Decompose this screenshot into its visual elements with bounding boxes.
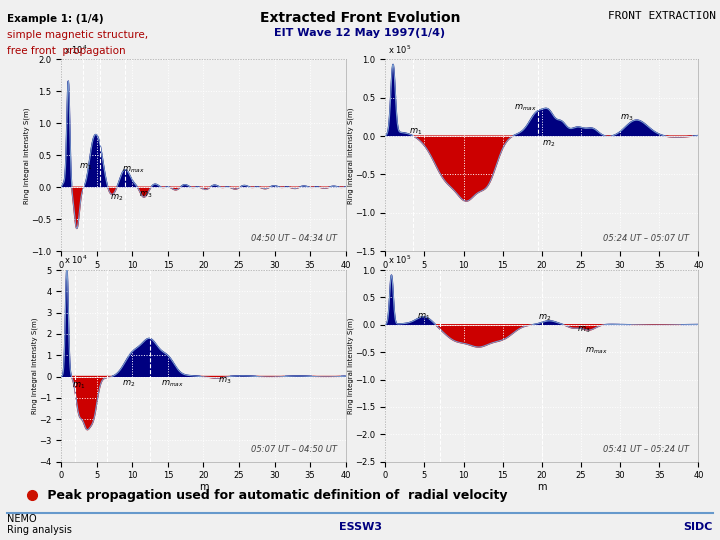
Text: $m_1$: $m_1$ [79,161,92,172]
Text: 05:07 UT – 04:50 UT: 05:07 UT – 04:50 UT [251,445,337,454]
Text: $m_1$: $m_1$ [72,380,85,390]
Y-axis label: Ring Integral Intensity S(m): Ring Integral Intensity S(m) [348,107,354,204]
Text: $m_1$: $m_1$ [409,127,422,137]
X-axis label: m: m [199,482,208,492]
Text: $m_2$: $m_2$ [122,378,135,388]
Text: $m_3$: $m_3$ [620,112,634,123]
Text: Example 1: (1/4): Example 1: (1/4) [7,14,104,24]
Text: x 10$^{4}$: x 10$^{4}$ [64,43,88,56]
Text: 05:24 UT – 05:07 UT: 05:24 UT – 05:07 UT [603,234,689,244]
Text: EIT Wave 12 May 1997(1/4): EIT Wave 12 May 1997(1/4) [274,28,446,38]
Text: Ring analysis: Ring analysis [7,525,72,535]
Text: $m_1$: $m_1$ [417,311,430,322]
Text: 04:50 UT – 04:34 UT: 04:50 UT – 04:34 UT [251,234,337,244]
Text: 05:41 UT – 05:24 UT: 05:41 UT – 05:24 UT [603,445,689,454]
Text: FRONT EXTRACTION: FRONT EXTRACTION [608,11,716,21]
Text: Peak propagation used for automatic definition of  radial velocity: Peak propagation used for automatic defi… [43,489,508,502]
Y-axis label: Ring Integral Intensity S(m): Ring Integral Intensity S(m) [31,318,37,414]
X-axis label: m: m [537,271,546,281]
Text: $m_{max}$: $m_{max}$ [161,378,184,388]
Text: $m_{max}$: $m_{max}$ [122,164,145,175]
Text: ESSW3: ESSW3 [338,522,382,531]
Text: Extracted Front Evolution: Extracted Front Evolution [260,11,460,25]
Y-axis label: Ring Integral Intensity S(m): Ring Integral Intensity S(m) [348,318,354,414]
X-axis label: m: m [199,271,208,281]
X-axis label: m: m [537,482,546,492]
Text: free front  propagation: free front propagation [7,46,126,56]
Text: x 10$^{5}$: x 10$^{5}$ [388,254,412,266]
Text: $m_3$: $m_3$ [577,325,590,335]
Text: $m_{max}$: $m_{max}$ [585,345,608,356]
Text: $m_{max}$: $m_{max}$ [514,102,537,113]
Text: x 10$^{5}$: x 10$^{5}$ [388,43,412,56]
Y-axis label: Ring Integral Intensity S(m): Ring Integral Intensity S(m) [24,107,30,204]
Text: $m_3$: $m_3$ [140,190,153,200]
Text: NEMO: NEMO [7,515,37,524]
Text: $m_3$: $m_3$ [217,376,231,387]
Text: $m_2$: $m_2$ [109,193,123,204]
Text: $m_2$: $m_2$ [541,138,555,149]
Text: $m_2$: $m_2$ [538,312,552,323]
Text: simple magnetic structure,: simple magnetic structure, [7,30,148,40]
Text: x 10$^{4}$: x 10$^{4}$ [64,254,88,266]
Text: SIDC: SIDC [683,522,713,531]
